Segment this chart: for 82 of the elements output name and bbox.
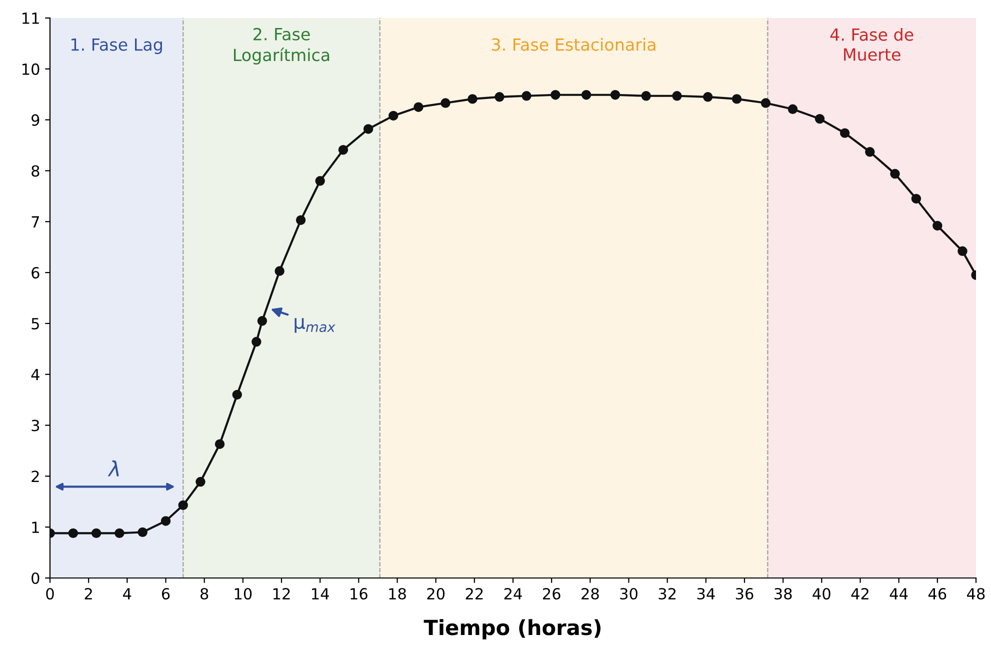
point	[550, 90, 560, 100]
point	[114, 528, 124, 538]
y-tick-label: 2	[32, 470, 39, 482]
point	[440, 98, 450, 108]
point	[196, 476, 206, 487]
y-tick-label: 1	[32, 522, 39, 533]
x-tick-label: 46	[928, 588, 946, 600]
y-tick-label: 0	[32, 572, 40, 584]
x-tick-label: 38	[774, 588, 792, 600]
point	[414, 102, 424, 112]
x-tick-label: 14	[312, 588, 329, 600]
x-tick-label: 18	[389, 588, 406, 600]
point	[160, 516, 171, 526]
point	[252, 336, 262, 347]
x-tick-label: 12	[273, 588, 290, 600]
band-label: 3. Fase Estacionaria	[492, 38, 656, 51]
point	[138, 527, 148, 538]
point	[788, 104, 798, 114]
x-tick-label: 28	[582, 588, 599, 600]
x-tick-label: 30	[620, 588, 638, 600]
x-tick-label: 24	[504, 588, 522, 600]
y-tick-label: 7	[32, 216, 39, 228]
point	[68, 528, 78, 538]
x-tick-label: 8	[200, 588, 208, 600]
point	[702, 92, 713, 102]
point	[641, 91, 651, 101]
x-tick-label: 16	[350, 588, 368, 600]
point	[214, 439, 225, 449]
point	[890, 168, 900, 179]
x-tick-label: 0	[46, 588, 54, 600]
point	[732, 94, 742, 104]
point	[257, 316, 268, 326]
point	[468, 94, 478, 104]
point	[363, 124, 374, 134]
x-axis-title: Tiempo (horas)	[424, 619, 601, 640]
point	[672, 91, 682, 101]
annotation: λ	[108, 460, 119, 476]
band-label: 1. Fase Lag	[71, 38, 162, 54]
x-tick-label: 4	[123, 588, 132, 600]
x-tick-label: 2	[84, 588, 92, 600]
point	[840, 128, 850, 138]
y-tick-label: 9	[32, 114, 40, 126]
x-tick-label: 22	[466, 588, 483, 600]
x-tick-label: 6	[162, 588, 170, 600]
x-tick-label: 10	[234, 588, 252, 600]
y-tick-label: 8	[32, 165, 40, 177]
x-tick-label: 48	[967, 588, 985, 600]
y-tick-label: 6	[32, 267, 40, 279]
point	[760, 98, 771, 108]
point	[865, 147, 875, 157]
annotation: μ$_{max}$	[294, 318, 336, 333]
point	[911, 194, 922, 204]
point	[296, 215, 306, 225]
point	[274, 266, 284, 276]
point	[178, 500, 188, 510]
point	[388, 110, 398, 121]
point	[610, 90, 620, 100]
y-tick-label: 11	[22, 12, 39, 24]
x-tick-label: 34	[697, 588, 715, 600]
point	[338, 144, 348, 155]
point	[814, 114, 825, 124]
point	[958, 246, 968, 256]
x-tick-label: 26	[542, 588, 560, 600]
band-label: 4. Fase de Muerte	[830, 28, 914, 61]
y-tick-label: 4	[31, 369, 40, 380]
x-tick-label: 20	[427, 588, 445, 600]
x-tick-label: 40	[812, 588, 830, 600]
point	[581, 90, 592, 100]
point	[91, 528, 102, 538]
y-tick-label: 3	[32, 420, 40, 432]
x-tick-label: 32	[658, 588, 676, 600]
point	[315, 176, 325, 186]
point	[522, 91, 532, 101]
point	[494, 92, 504, 102]
x-tick-label: 44	[890, 588, 908, 600]
x-tick-label: 36	[736, 588, 754, 600]
x-tick-label: 42	[851, 588, 868, 600]
band-label: 2. Fase Logarítmica	[234, 28, 330, 64]
y-tick-label: 5	[32, 318, 39, 330]
point	[932, 220, 942, 231]
point	[232, 390, 242, 400]
y-tick-label: 10	[22, 63, 40, 75]
